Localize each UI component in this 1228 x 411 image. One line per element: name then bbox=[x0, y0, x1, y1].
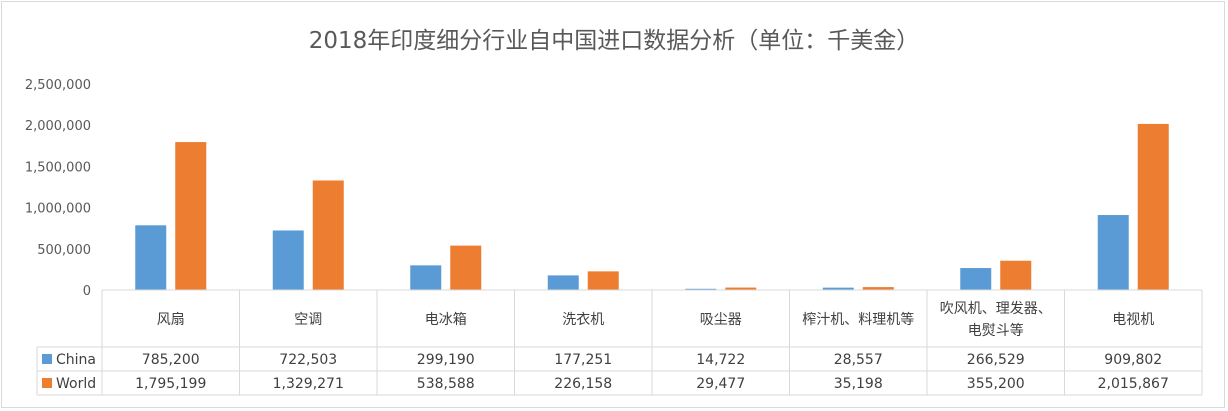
table-cell-value: 14,722 bbox=[696, 352, 745, 368]
bar-china bbox=[685, 288, 717, 290]
table-cell-value: 1,329,271 bbox=[273, 376, 344, 392]
category-label: 吸尘器 bbox=[700, 312, 742, 328]
y-tick-label: 0 bbox=[83, 284, 91, 299]
table-cell-value: 909,802 bbox=[1104, 352, 1162, 368]
bar-china bbox=[410, 265, 442, 290]
bar-world bbox=[1000, 260, 1032, 290]
table-cell-value: 785,200 bbox=[142, 352, 200, 368]
y-tick-label: 500,000 bbox=[37, 243, 91, 258]
bar-world bbox=[862, 287, 894, 290]
table-cell-value: 722,503 bbox=[279, 352, 337, 368]
table-cell-value: 2,015,867 bbox=[1098, 376, 1169, 392]
bar-china bbox=[960, 268, 992, 290]
table-cell-value: 177,251 bbox=[554, 352, 612, 368]
bar-world bbox=[725, 287, 757, 290]
category-label: 洗衣机 bbox=[562, 312, 604, 328]
chart-title: 2018年印度细分行业自中国进口数据分析（单位：千美金） bbox=[309, 28, 920, 54]
bar-china bbox=[135, 225, 167, 290]
bar-world bbox=[1137, 123, 1169, 290]
bar-china bbox=[1097, 215, 1129, 290]
y-tick-label: 2,500,000 bbox=[25, 78, 91, 93]
bars bbox=[135, 123, 1169, 290]
legend-label: World bbox=[56, 376, 96, 392]
table-cell-value: 28,557 bbox=[834, 352, 883, 368]
category-label: 电熨斗等 bbox=[968, 322, 1024, 339]
table-cell-value: 355,200 bbox=[967, 376, 1025, 392]
category-label: 榨汁机、料理机等 bbox=[802, 311, 914, 328]
data-table: 风扇 空调 电冰箱 洗衣机 吸尘器 榨汁机、料理机等 吹风机、理发器、电熨斗等 电视机 Chin… bbox=[36, 289, 1203, 396]
bar-world bbox=[587, 271, 619, 290]
table-cell-value: 226,158 bbox=[554, 376, 612, 392]
legend-key-world bbox=[42, 378, 52, 388]
table-cell-value: 35,198 bbox=[834, 376, 883, 392]
table-cell-value: 1,795,199 bbox=[135, 376, 206, 392]
category-label: 电冰箱 bbox=[425, 312, 467, 328]
legend-key-china bbox=[42, 354, 52, 364]
bar-china bbox=[822, 287, 854, 290]
table-cell-value: 29,477 bbox=[696, 376, 745, 392]
table-cell-value: 299,190 bbox=[417, 352, 475, 368]
bar-china bbox=[272, 230, 304, 290]
y-tick-label: 2,000,000 bbox=[25, 119, 91, 134]
y-tick-label: 1,000,000 bbox=[25, 202, 91, 217]
bar-world bbox=[175, 142, 207, 290]
legend-label: China bbox=[56, 352, 96, 368]
category-label: 空调 bbox=[294, 312, 322, 328]
y-tick-label: 1,500,000 bbox=[25, 160, 91, 175]
table-cell-value: 538,588 bbox=[417, 376, 475, 392]
bar-china bbox=[547, 275, 579, 290]
bar-world bbox=[312, 180, 344, 290]
y-axis: 0 500,000 1,000,000 1,500,000 2,000,000 2,500… bbox=[25, 78, 91, 299]
category-label: 电视机 bbox=[1112, 312, 1154, 328]
category-label: 吹风机、理发器、 bbox=[940, 301, 1052, 317]
category-label: 风扇 bbox=[157, 312, 185, 328]
table-cell-value: 266,529 bbox=[967, 352, 1025, 368]
bar-world bbox=[450, 245, 482, 290]
